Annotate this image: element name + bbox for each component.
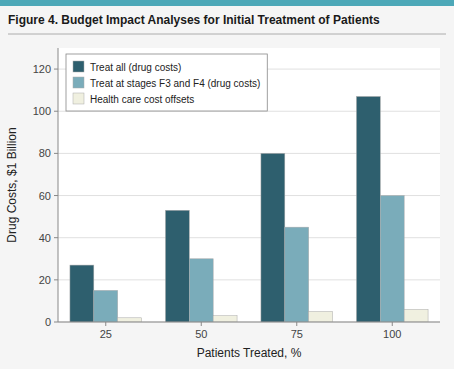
separator <box>8 34 446 35</box>
legend-label: Treat all (drug costs) <box>90 62 181 73</box>
y-axis-label: Drug Costs, $1 Billion <box>5 127 19 242</box>
y-tick-label: 80 <box>39 147 51 159</box>
x-tick <box>201 322 202 326</box>
x-tick-label: 50 <box>195 328 207 340</box>
bar <box>309 311 333 322</box>
top-stripe <box>0 0 454 6</box>
bar <box>356 96 380 322</box>
y-tick-label: 120 <box>33 63 51 75</box>
grid-line <box>58 153 440 154</box>
bar <box>380 196 404 322</box>
y-tick-label: 100 <box>33 105 51 117</box>
bar <box>94 290 118 322</box>
x-tick-label: 75 <box>291 328 303 340</box>
legend-label: Treat at stages F3 and F4 (drug costs) <box>90 78 260 89</box>
x-tick <box>392 322 393 326</box>
y-tick <box>54 237 58 238</box>
y-tick-label: 60 <box>39 190 51 202</box>
bar <box>165 210 189 322</box>
y-tick <box>54 322 58 323</box>
bar <box>404 309 428 322</box>
y-tick-label: 0 <box>45 316 51 328</box>
grid-line <box>58 322 440 323</box>
bars <box>70 96 428 322</box>
bar <box>118 318 142 322</box>
y-axis <box>58 48 59 322</box>
legend-swatch <box>73 61 84 72</box>
legend-label: Health care cost offsets <box>90 94 194 105</box>
legend-frame <box>66 54 267 111</box>
y-tick <box>54 111 58 112</box>
x-axis-label: Patients Treated, % <box>197 346 302 360</box>
x-tick-label: 100 <box>383 328 401 340</box>
legend-swatch <box>73 93 84 104</box>
y-tick <box>54 69 58 70</box>
bar <box>189 259 213 322</box>
x-tick <box>296 322 297 326</box>
y-tick-label: 20 <box>39 274 51 286</box>
y-tick <box>54 279 58 280</box>
legend: Treat all (drug costs) Treat at stages F3… <box>66 54 267 111</box>
y-tick <box>54 195 58 196</box>
title: Figure 4. Budget Impact Analyses for Ini… <box>8 13 380 27</box>
y-tick-label: 40 <box>39 232 51 244</box>
y-tick <box>54 153 58 154</box>
bar <box>285 227 309 322</box>
bar <box>261 153 285 322</box>
chart: Figure 4. Budget Impact Analyses for Ini… <box>0 0 454 369</box>
x-tick <box>105 322 106 326</box>
x-axis <box>58 322 440 323</box>
background <box>0 0 454 369</box>
bar <box>213 316 237 322</box>
bar <box>70 265 94 322</box>
plot-background <box>58 48 440 322</box>
legend-swatch <box>73 77 84 88</box>
x-tick-label: 25 <box>100 328 112 340</box>
